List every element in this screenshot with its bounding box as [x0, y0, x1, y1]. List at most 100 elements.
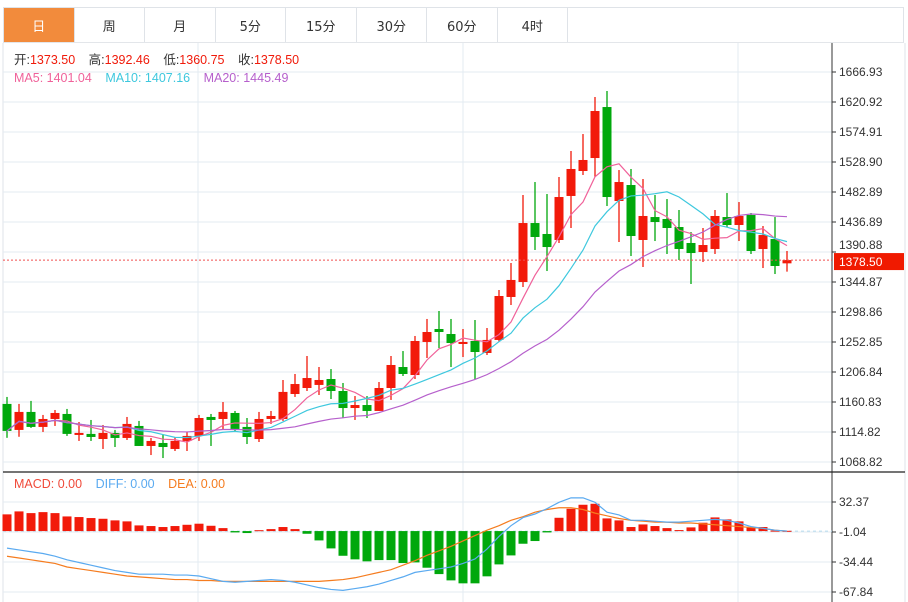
tab-4hour[interactable]: 4时 [498, 8, 568, 42]
tab-5min[interactable]: 5分 [216, 8, 286, 42]
candle-body [26, 411, 36, 427]
candle [182, 431, 192, 451]
macd-tick-label: -1.04 [839, 525, 867, 539]
macd-bar [746, 527, 756, 532]
candle [602, 90, 612, 207]
candle-body [710, 215, 720, 249]
candle-body [518, 223, 528, 282]
macd-bar [662, 528, 672, 532]
price-tick-label: 1436.89 [839, 215, 883, 229]
candle [626, 168, 636, 257]
candle-body [446, 334, 456, 344]
macd-bar [482, 531, 492, 577]
diff-line [6, 497, 788, 591]
price-tick-label: 1160.83 [839, 395, 882, 409]
candle-body [758, 235, 768, 249]
candle-body [434, 328, 444, 332]
macd-bar [98, 518, 108, 532]
macd-bar [194, 523, 204, 532]
candle-body [470, 340, 480, 353]
candle-body [650, 217, 660, 222]
macd-bar [446, 531, 456, 581]
candle-body [266, 415, 276, 419]
macd-bar [374, 531, 384, 561]
candle-body [554, 197, 564, 240]
candle [698, 227, 708, 263]
ma10-value: MA10: 1407.16 [105, 71, 191, 85]
tab-week[interactable]: 周 [75, 8, 145, 42]
candle [614, 170, 624, 243]
candle [266, 410, 276, 424]
candle [746, 212, 756, 255]
candle [722, 193, 732, 228]
candle-body [98, 432, 108, 439]
macd-bar [38, 512, 48, 532]
macd-bar [674, 530, 684, 532]
candle [326, 369, 336, 400]
price-tick-label: 1068.82 [839, 455, 883, 469]
macd-bar [398, 531, 408, 564]
candle-body [374, 388, 384, 411]
dea-line [6, 507, 788, 582]
tab-month[interactable]: 月 [145, 8, 216, 42]
macd-bar [422, 531, 432, 568]
candle [542, 194, 552, 272]
ma5-line [6, 163, 788, 443]
candle [650, 194, 660, 242]
tab-15min[interactable]: 15分 [286, 8, 357, 42]
macd-bar [314, 531, 324, 541]
macd-info: MACD: 0.00 DIFF: 0.00 DEA: 0.00 [14, 477, 225, 492]
candle [530, 182, 540, 250]
candle [38, 414, 48, 432]
candle [554, 177, 564, 243]
macd-bar [590, 503, 600, 532]
candle [230, 410, 240, 432]
macd-tick-label: 32.37 [839, 495, 869, 509]
candle [134, 420, 144, 446]
macd-bar [14, 511, 24, 532]
macd-bar [782, 530, 792, 532]
candle-body [602, 107, 612, 198]
candle-body [578, 159, 588, 172]
candle [50, 409, 60, 426]
candle [638, 179, 648, 267]
candle [458, 328, 468, 358]
macd-bar [506, 531, 516, 556]
candle [662, 199, 672, 255]
candle-body [158, 442, 168, 448]
macd-bar [770, 530, 780, 532]
candle-body [314, 379, 324, 385]
candle-body [62, 413, 72, 434]
ma10-line [6, 191, 788, 439]
candle [290, 373, 300, 397]
candle [278, 379, 288, 421]
macd-bar [530, 531, 540, 542]
tab-30min[interactable]: 30分 [357, 8, 427, 42]
candle [470, 319, 480, 380]
price-tick-label: 1528.90 [839, 155, 883, 169]
diff-value: DIFF: 0.00 [95, 477, 155, 491]
candle-body [782, 260, 792, 264]
macd-bar [650, 526, 660, 532]
tab-day[interactable]: 日 [4, 8, 75, 42]
candle-body [362, 405, 372, 411]
candle-body [302, 378, 312, 389]
candle-body [542, 233, 552, 248]
open-label: 开: [14, 53, 30, 67]
candle [446, 318, 456, 368]
macd-bar [266, 529, 276, 532]
macd-bar [2, 514, 12, 532]
candle [674, 209, 684, 261]
candle-body [566, 168, 576, 196]
price-tick-label: 1620.92 [839, 95, 883, 109]
candle [398, 351, 408, 377]
ohlc-info: 开:1373.50 高:1392.46 低:1360.75 收:1378.50 [14, 53, 299, 68]
tab-60min[interactable]: 60分 [427, 8, 498, 42]
macd-bar [242, 531, 252, 534]
candle-body [2, 403, 12, 431]
price-tick-label: 1252.85 [839, 335, 883, 349]
macd-bar [326, 531, 336, 549]
low-label: 低: [163, 53, 180, 67]
candle [782, 250, 792, 272]
